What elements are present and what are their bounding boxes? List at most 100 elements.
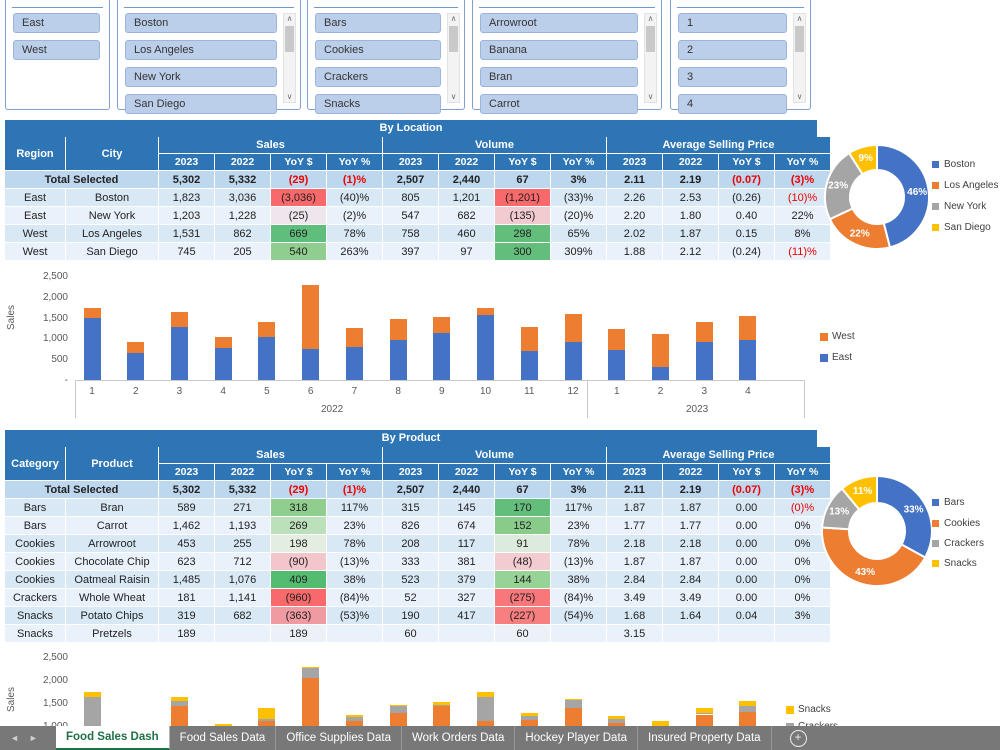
table-cell: 1,076 (215, 571, 270, 588)
scroll-down-icon[interactable]: ∨ (796, 92, 803, 101)
new-sheet-button[interactable]: + (789, 729, 807, 747)
table-cell: 2.19 (663, 171, 718, 188)
slicer-box: 1 2 3 4 ∧ ∨ (670, 0, 811, 114)
slicer-item-button[interactable]: 1 (678, 13, 787, 33)
bar-segment-east (433, 332, 451, 380)
table-cell: Bran (66, 499, 158, 516)
table-cell: 2022 (439, 464, 494, 480)
tab-scroll-left-icon[interactable]: ◄ (10, 733, 19, 743)
x-axis-month-label: 10 (480, 386, 492, 397)
table-cell: 1,531 (159, 225, 214, 242)
x-axis-month-label: 9 (439, 386, 445, 397)
table-cell: 674 (439, 517, 494, 534)
sheet-tab-office-supplies-data[interactable]: Office Supplies Data (276, 726, 402, 750)
table-cell: 0% (775, 553, 830, 570)
slicer-item-button[interactable]: 2 (678, 40, 787, 60)
table-cell: YoY $ (719, 464, 774, 480)
slicer-item-button[interactable]: New York (125, 67, 277, 87)
sheet-tab-food-sales-dash[interactable]: Food Sales Dash (56, 726, 170, 750)
table-cell: 2.11 (607, 481, 662, 498)
table-cell: 0% (775, 535, 830, 552)
slicer-item-button[interactable]: Bars (315, 13, 441, 33)
table-cell: 2.84 (607, 571, 662, 588)
scroll-thumb[interactable] (449, 26, 458, 52)
slicer-item-button[interactable]: Carrot (480, 94, 638, 114)
slicer-item-button[interactable]: East (13, 13, 100, 33)
bar-segment-snacks (739, 701, 757, 707)
table-cell (775, 625, 830, 642)
table-cell: San Diego (66, 243, 158, 260)
legend-label: Bars (944, 497, 965, 508)
scroll-down-icon[interactable]: ∨ (450, 92, 457, 101)
slicer-item-button[interactable]: 4 (678, 94, 787, 114)
x-axis-month-label: 1 (613, 386, 620, 397)
table-cell: 0.00 (719, 517, 774, 534)
bar-segment-west (564, 313, 582, 342)
bar-segment-crackers (477, 696, 495, 721)
table-cell: Volume (383, 447, 606, 463)
table-cell (327, 625, 382, 642)
table-cell: 117 (439, 535, 494, 552)
slicer-header-underline (479, 7, 655, 8)
donut-slice-pct-label: 23% (828, 181, 848, 192)
slicer-box: East West (5, 0, 110, 110)
scroll-thumb[interactable] (646, 26, 655, 52)
slicer-item-button[interactable]: Bran (480, 67, 638, 87)
slicer-item-button[interactable]: Cookies (315, 40, 441, 60)
scroll-down-icon[interactable]: ∨ (647, 92, 654, 101)
scroll-thumb[interactable] (285, 26, 294, 52)
bar-segment-crackers (695, 712, 713, 715)
slicer-item-button[interactable]: West (13, 40, 100, 60)
scroll-up-icon[interactable]: ∧ (796, 14, 803, 23)
slicer-scrollbar[interactable]: ∧ ∨ (447, 13, 460, 103)
y-axis-tick-label: 2,000 (42, 675, 68, 686)
table-cell: 1.80 (663, 207, 718, 224)
table-cell: 271 (215, 499, 270, 516)
sheet-tab-work-orders-data[interactable]: Work Orders Data (402, 726, 516, 750)
slicer-scrollbar[interactable]: ∧ ∨ (793, 13, 806, 103)
scroll-up-icon[interactable]: ∧ (286, 14, 293, 23)
table-cell: 205 (215, 243, 270, 260)
bar-segment-snacks (83, 692, 101, 697)
scroll-up-icon[interactable]: ∧ (450, 14, 457, 23)
slicer-scrollbar[interactable]: ∧ ∨ (283, 13, 296, 103)
by-location-table: Region City Sales Volume Average Selling Pri… (5, 137, 830, 260)
table-cell: Category (5, 447, 65, 480)
table-cell: 0.00 (719, 571, 774, 588)
slicer-item-button[interactable]: 3 (678, 67, 787, 87)
slicer-item-button[interactable]: Crackers (315, 67, 441, 87)
tab-scroll-right-icon[interactable]: ► (28, 733, 38, 743)
table-cell: 2023 (383, 464, 438, 480)
sheet-tab-hockey-player-data[interactable]: Hockey Player Data (515, 726, 639, 750)
slicer-item-button[interactable]: Snacks (315, 94, 441, 114)
y-axis-tick-label: 2,000 (42, 291, 68, 303)
legend-swatch (932, 161, 939, 168)
bar-segment-snacks (695, 708, 713, 713)
slicer-scrollbar[interactable]: ∧ ∨ (644, 13, 657, 103)
table-cell: Sales (159, 447, 382, 463)
slicer-item-button[interactable]: Los Angeles (125, 40, 277, 60)
bar-segment-crackers (433, 705, 451, 707)
slicer-item-button[interactable]: Arrowroot (480, 13, 638, 33)
table-cell: Carrot (66, 517, 158, 534)
table-cell: 60 (495, 625, 550, 642)
scroll-down-icon[interactable]: ∨ (286, 92, 293, 101)
scroll-up-icon[interactable]: ∧ (647, 14, 654, 23)
table-cell: 0.00 (719, 535, 774, 552)
bar-segment-west (520, 326, 538, 351)
table-cell: (90) (271, 553, 326, 570)
slicer-item-button[interactable]: San Diego (125, 94, 277, 114)
table-cell: West (5, 225, 65, 242)
slicer-item-button[interactable]: Boston (125, 13, 277, 33)
sheet-tab-insured-property-data[interactable]: Insured Property Data (638, 726, 772, 750)
y-axis-tick-label: 2,500 (42, 652, 68, 663)
scroll-thumb[interactable] (795, 26, 804, 52)
table-cell: 3% (551, 481, 606, 498)
bar-segment-west (695, 322, 713, 342)
slicer-item-button[interactable]: Banana (480, 40, 638, 60)
bar-segment-east (477, 315, 495, 380)
bar-segment-crackers (345, 716, 363, 722)
sheet-tab-food-sales-data[interactable]: Food Sales Data (170, 726, 277, 750)
table-cell: 2022 (663, 464, 718, 480)
table-cell: Region (5, 137, 65, 170)
